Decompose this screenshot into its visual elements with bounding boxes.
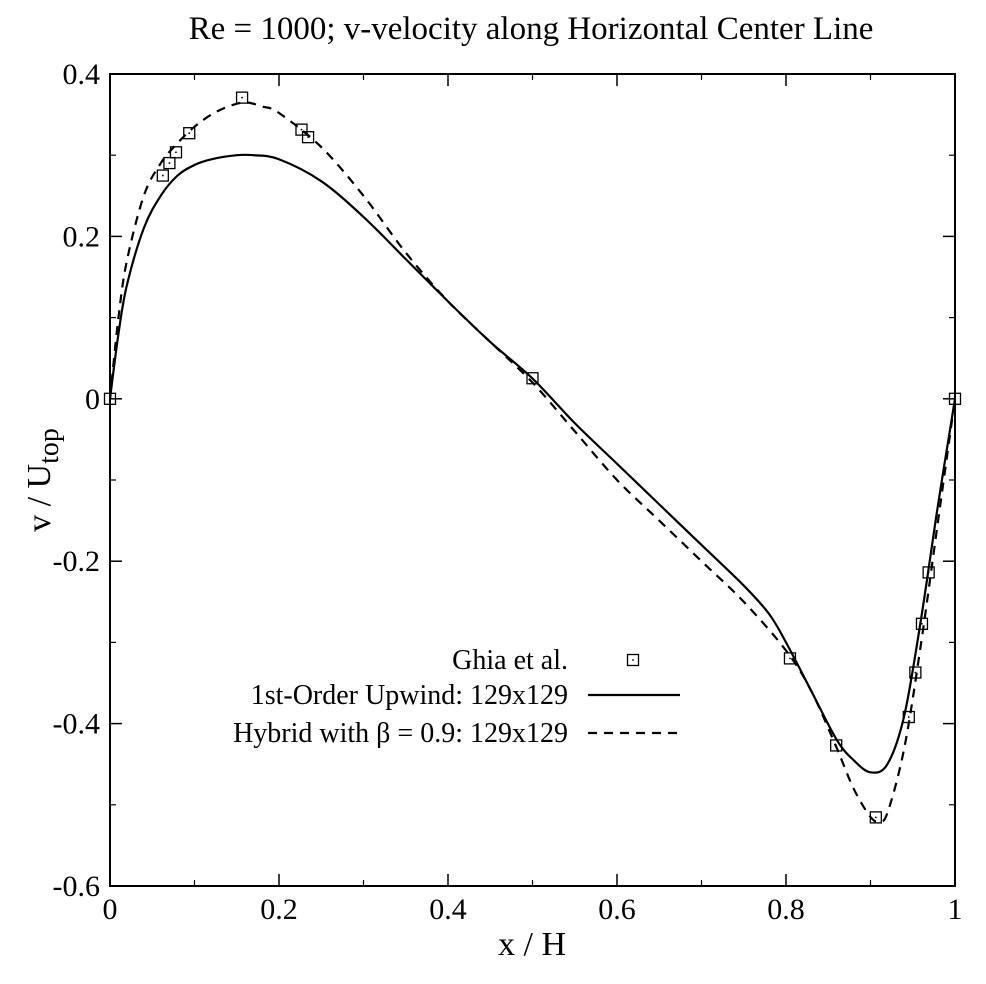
- legend-label: Ghia et al.: [452, 645, 568, 676]
- x-tick-label: 0.4: [429, 893, 467, 926]
- series-ghia-markers: [103, 91, 962, 824]
- legend: Ghia et al. 1st-Order Upwind: 129x129 Hybr…: [233, 645, 680, 749]
- x-tick-label: 1: [948, 893, 963, 926]
- x-tick-label: 0.6: [598, 893, 636, 926]
- y-tick-label: -0.6: [53, 870, 101, 903]
- x-tick-label: 0.8: [767, 893, 805, 926]
- series-layer: [103, 91, 962, 824]
- plot-frame: [109, 73, 956, 887]
- chart-title: Re = 1000; v-velocity along Horizontal C…: [189, 11, 874, 47]
- x-axis-label: x / H: [498, 926, 566, 963]
- y-axis-label-sub: top: [34, 428, 65, 464]
- x-tick-label: 0: [103, 893, 118, 926]
- ghia-data-point: [235, 91, 249, 104]
- axes: 0 0.2 0.4 0.6 0.8 1 -0.6 -0.4 -0.2 0 0.2 0.4: [53, 58, 963, 926]
- legend-label: 1st-Order Upwind: 129x129: [251, 680, 568, 711]
- y-axis-label-main: v / U: [21, 464, 58, 532]
- y-tick-label: -0.2: [53, 545, 101, 578]
- y-axis-label: v / Utop: [21, 428, 65, 532]
- y-tick-label: 0.2: [63, 220, 101, 253]
- series-hybrid-line: [108, 101, 957, 823]
- ghia-data-point: [156, 169, 169, 182]
- legend-label: Hybrid with β = 0.9: 129x129: [233, 718, 568, 749]
- svg-text:v / Utop: v / Utop: [21, 428, 65, 532]
- x-tick-label: 0.2: [260, 893, 298, 926]
- y-tick-label: -0.4: [53, 708, 101, 741]
- ghia-data-point: [295, 123, 308, 136]
- y-tick-label: 0.4: [63, 58, 101, 91]
- legend-marker: [626, 653, 640, 667]
- ghia-data-point: [183, 127, 196, 140]
- series-upwind-line: [108, 153, 957, 774]
- y-tick-label: 0: [85, 383, 100, 416]
- ghia-data-point: [163, 156, 176, 170]
